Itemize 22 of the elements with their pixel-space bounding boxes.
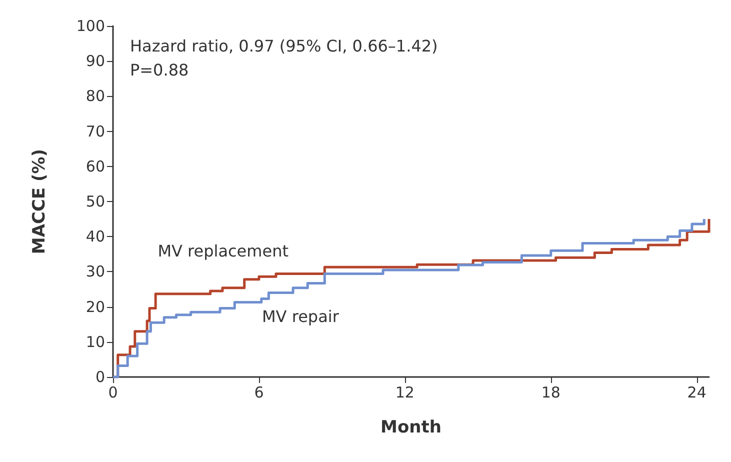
series-label: MV repair	[262, 307, 340, 326]
x-tick-label: 24	[687, 384, 706, 402]
x-tick-label: 12	[395, 384, 414, 402]
y-tick-label: 40	[86, 228, 105, 246]
y-tick-label: 10	[86, 332, 105, 351]
x-tick-label: 0	[108, 384, 118, 402]
x-axis-title: Month	[380, 418, 442, 438]
y-tick-label: 0	[95, 368, 105, 386]
y-tick-label: 60	[86, 157, 105, 176]
annotation: P=0.88	[130, 60, 189, 80]
y-tick-label: 30	[86, 262, 105, 281]
series-label: MV replacement	[158, 242, 288, 261]
y-tick-label: 100	[76, 17, 105, 35]
y-tick-label: 70	[86, 122, 105, 140]
x-tick-label: 18	[541, 384, 560, 402]
y-tick-label: 80	[86, 87, 105, 106]
y-tick-label: 90	[86, 52, 105, 70]
y-tick-label: 20	[86, 298, 105, 316]
annotation: Hazard ratio, 0.97 (95% CI, 0.66–1.42)	[130, 36, 438, 56]
x-tick-label: 6	[254, 384, 264, 402]
y-axis-title: MACCE (%)	[30, 148, 50, 254]
y-tick-label: 50	[86, 192, 105, 210]
